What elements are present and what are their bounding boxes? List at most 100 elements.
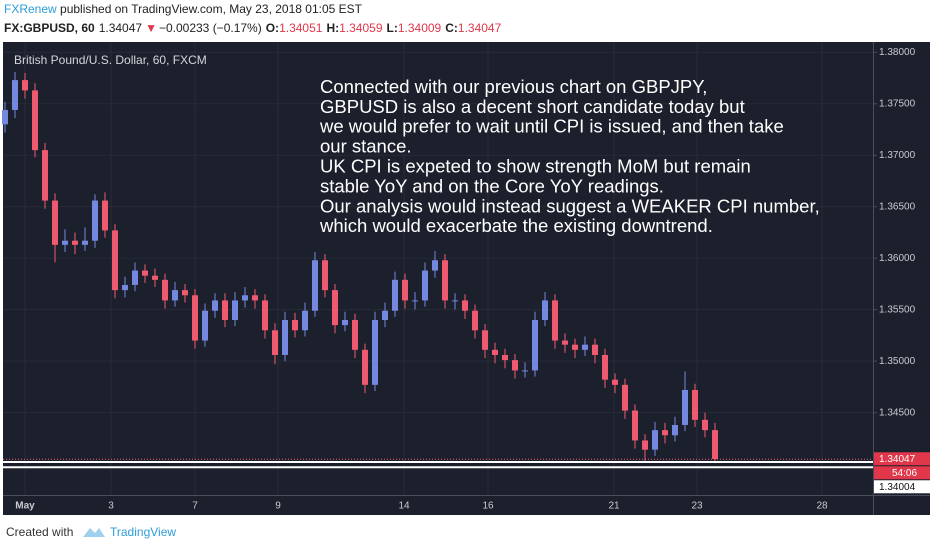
candle-body [442, 260, 448, 301]
candle-body [102, 200, 108, 231]
x-tick-label: 23 [691, 501, 703, 512]
published: published on TradingView.com, May 23, 20… [57, 2, 363, 16]
footer-brand[interactable]: TradingView [110, 525, 176, 539]
x-tick-label: 9 [275, 501, 281, 512]
candle-body [112, 230, 118, 291]
candle-body [272, 330, 278, 355]
candle-body [592, 344, 598, 355]
candle-body [552, 300, 558, 341]
candle-body [452, 300, 458, 302]
logo [83, 528, 105, 537]
candle-body [92, 200, 98, 241]
candle-body [632, 410, 638, 441]
annotation-line: GBPUSD is also a decent short candidate … [320, 96, 745, 117]
candle-body [712, 430, 718, 459]
y-tick-label: 1.36000 [879, 253, 916, 264]
candle-body [192, 295, 198, 341]
price-label-box [874, 452, 930, 466]
candle-body [232, 300, 238, 320]
candles [2, 71, 718, 464]
y-tick-label: 1.38000 [879, 47, 916, 58]
annotation-line: Our analysis would instead suggest a WEA… [320, 195, 820, 216]
candle-body [582, 344, 588, 350]
drawn-label: 1.34004 [879, 482, 916, 493]
candle-body [562, 340, 568, 345]
footer-created: Created with [6, 525, 73, 539]
h-label: H: [326, 21, 339, 35]
candle-body [402, 279, 408, 301]
c-label: C: [445, 21, 458, 35]
annotation-line: we would prefer to wait until CPI is iss… [319, 116, 784, 137]
candle-body [82, 240, 88, 245]
candle-body [32, 90, 38, 151]
candle-body [142, 270, 148, 276]
annotation-line: UK CPI is expeted to show strength MoM b… [320, 155, 751, 176]
x-tick-label: 3 [108, 501, 114, 512]
c-value: 1.34047 [458, 21, 502, 35]
l-label: L: [387, 21, 398, 35]
candle-body [462, 300, 468, 311]
symbol: FX:GBPUSD, 60 [4, 21, 95, 35]
change: −0.00233 (−0.17%) [159, 21, 262, 35]
header-line: FXRenew published on TradingView.com, Ma… [4, 2, 363, 16]
candle-body [542, 300, 548, 320]
candle-body [702, 419, 708, 431]
candle-body [412, 300, 418, 302]
candle-body [302, 310, 308, 331]
arrow: ▼ [145, 21, 157, 35]
candle-body [492, 349, 498, 355]
candle-body [312, 260, 318, 311]
candle-body [182, 290, 188, 296]
candle-body [382, 310, 388, 320]
candle-body [72, 240, 78, 245]
y-tick-label: 1.37000 [879, 150, 916, 161]
candle-body [672, 424, 678, 436]
candle-body [692, 389, 698, 420]
y-tick-label: 1.34500 [879, 407, 916, 418]
candle-body [472, 310, 478, 331]
candle-body [332, 290, 338, 326]
candle-body [12, 80, 18, 110]
candle-body [132, 270, 138, 285]
candle-body [502, 354, 508, 361]
candle-body [252, 295, 258, 301]
candle-body [282, 319, 288, 355]
candle-body [362, 349, 368, 385]
l-value: 1.34009 [398, 21, 442, 35]
candle-body [2, 109, 8, 125]
x-tick-label: 7 [192, 501, 198, 512]
footer: Created with TradingView [6, 525, 176, 539]
price-label: 1.34047 [879, 454, 916, 465]
candle-body [22, 80, 28, 91]
x-tick-label: 14 [398, 501, 410, 512]
y-tick-label: 1.35500 [879, 304, 916, 315]
x-tick-label: 16 [482, 501, 494, 512]
candle-body [662, 430, 668, 436]
candle-body [122, 284, 128, 291]
countdown: 54:06 [892, 468, 917, 479]
h-value: 1.34059 [339, 21, 383, 35]
candle-body [322, 260, 328, 291]
drawn-label-box [874, 480, 930, 494]
candle-body [432, 260, 438, 271]
candle-body [612, 379, 618, 385]
candle-body [242, 295, 248, 301]
countdown-box [874, 466, 930, 480]
grid [3, 42, 877, 495]
candle-body [152, 275, 158, 280]
x-tick-label: 28 [816, 501, 828, 512]
o-value: 1.34051 [279, 21, 323, 35]
candle-body [652, 430, 658, 450]
candle-body [262, 300, 268, 331]
y-tick-label: 1.36500 [879, 201, 916, 212]
candle-body [62, 240, 68, 245]
candle-body [622, 384, 628, 411]
author[interactable]: FXRenew [4, 2, 57, 16]
annotation-line: which would exacerbate the existing down… [319, 215, 713, 236]
candle-body [572, 344, 578, 350]
candle-body [342, 319, 348, 326]
chart-legend: British Pound/U.S. Dollar, 60, FXCM [14, 53, 207, 67]
candle-body [352, 319, 358, 350]
candle-body [522, 370, 528, 372]
